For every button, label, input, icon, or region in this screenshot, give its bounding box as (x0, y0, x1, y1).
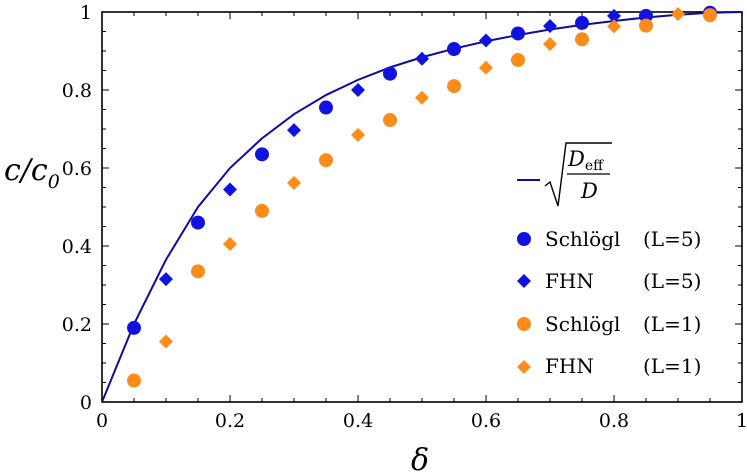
legend-label-fhn-l5: FHN (545, 269, 594, 293)
legend-param-fhn-l5: (L=5) (643, 269, 701, 293)
data-point-series-1 (607, 8, 621, 23)
x-tick-label: 1 (736, 410, 747, 432)
data-point-series-0 (575, 15, 589, 30)
data-point-series-2 (703, 8, 717, 23)
y-tick-label: 0 (80, 392, 92, 414)
data-point-series-2 (639, 18, 653, 33)
data-point-series-3 (351, 127, 365, 142)
data-point-series-3 (479, 60, 493, 75)
data-point-series-1 (287, 123, 301, 138)
legend: Deff D Schlögl (L=5) FHN (L=5) Schlögl (… (517, 142, 701, 378)
x-tick-label: 0.8 (599, 410, 629, 432)
data-point-series-2 (383, 113, 397, 128)
data-point-series-0 (319, 100, 333, 115)
data-point-series-0 (447, 42, 461, 57)
legend-marker-schlogl-l1 (517, 317, 531, 331)
legend-marker-fhn-l5 (517, 274, 531, 288)
y-tick-label: 0.8 (62, 80, 92, 102)
marker-layer (127, 5, 717, 388)
legend-label-schlogl-l1: Schlögl (545, 312, 620, 336)
x-tick-label: 0 (96, 410, 108, 432)
curve-layer (101, 11, 743, 403)
legend-curve-numerator: Deff (567, 147, 604, 174)
x-tick-label: 0.4 (343, 410, 373, 432)
data-point-series-1 (351, 83, 365, 97)
data-point-series-0 (255, 147, 269, 162)
data-point-series-2 (319, 153, 333, 168)
data-point-series-2 (191, 264, 205, 279)
data-point-series-2 (511, 52, 525, 67)
data-point-series-3 (159, 334, 173, 349)
data-point-series-2 (127, 373, 141, 388)
data-point-series-3 (671, 6, 685, 21)
y-axis-label: c/c0 (4, 153, 60, 193)
data-point-series-1 (223, 182, 237, 197)
data-point-series-1 (415, 51, 429, 66)
data-point-series-2 (255, 203, 269, 218)
y-tick-label: 1 (80, 2, 92, 24)
legend-sqrt-sign (544, 142, 612, 207)
y-tick-label: 0.2 (62, 314, 92, 336)
data-point-series-2 (447, 79, 461, 94)
legend-marker-fhn-l1 (517, 360, 531, 374)
data-point-series-3 (543, 36, 557, 51)
theory-curve-line (101, 11, 743, 403)
data-point-series-1 (479, 33, 493, 48)
legend-label-fhn-l1: FHN (545, 354, 594, 378)
data-point-series-3 (287, 175, 301, 190)
y-tick-label: 0.4 (62, 236, 92, 258)
data-point-series-0 (639, 8, 653, 23)
legend-marker-schlogl-l5 (517, 232, 531, 246)
legend-param-schlogl-l5: (L=5) (643, 227, 701, 251)
legend-label-schlogl-l5: Schlögl (545, 227, 620, 251)
x-tick-label: 0.6 (471, 410, 501, 432)
data-point-series-3 (223, 237, 237, 252)
x-axis-label: δ (411, 443, 429, 474)
tick-labels: 0 0.2 0.4 0.6 0.8 1 0 0.2 0.4 0.6 0.8 1 (62, 2, 747, 432)
data-point-series-3 (415, 90, 429, 105)
legend-curve-denominator: D (580, 179, 598, 203)
data-point-series-0 (127, 320, 141, 335)
data-point-series-0 (383, 66, 397, 81)
data-point-series-0 (511, 26, 525, 41)
data-point-series-0 (191, 215, 205, 230)
data-point-series-1 (159, 272, 173, 287)
y-tick-label: 0.6 (62, 158, 92, 180)
legend-param-fhn-l1: (L=1) (643, 354, 701, 378)
legend-param-schlogl-l1: (L=1) (643, 312, 701, 336)
data-point-series-2 (575, 32, 589, 47)
data-point-series-3 (607, 19, 621, 34)
data-point-series-1 (543, 19, 557, 34)
x-tick-label: 0.2 (215, 410, 245, 432)
y-axis-label-sub: 0 (48, 171, 60, 193)
